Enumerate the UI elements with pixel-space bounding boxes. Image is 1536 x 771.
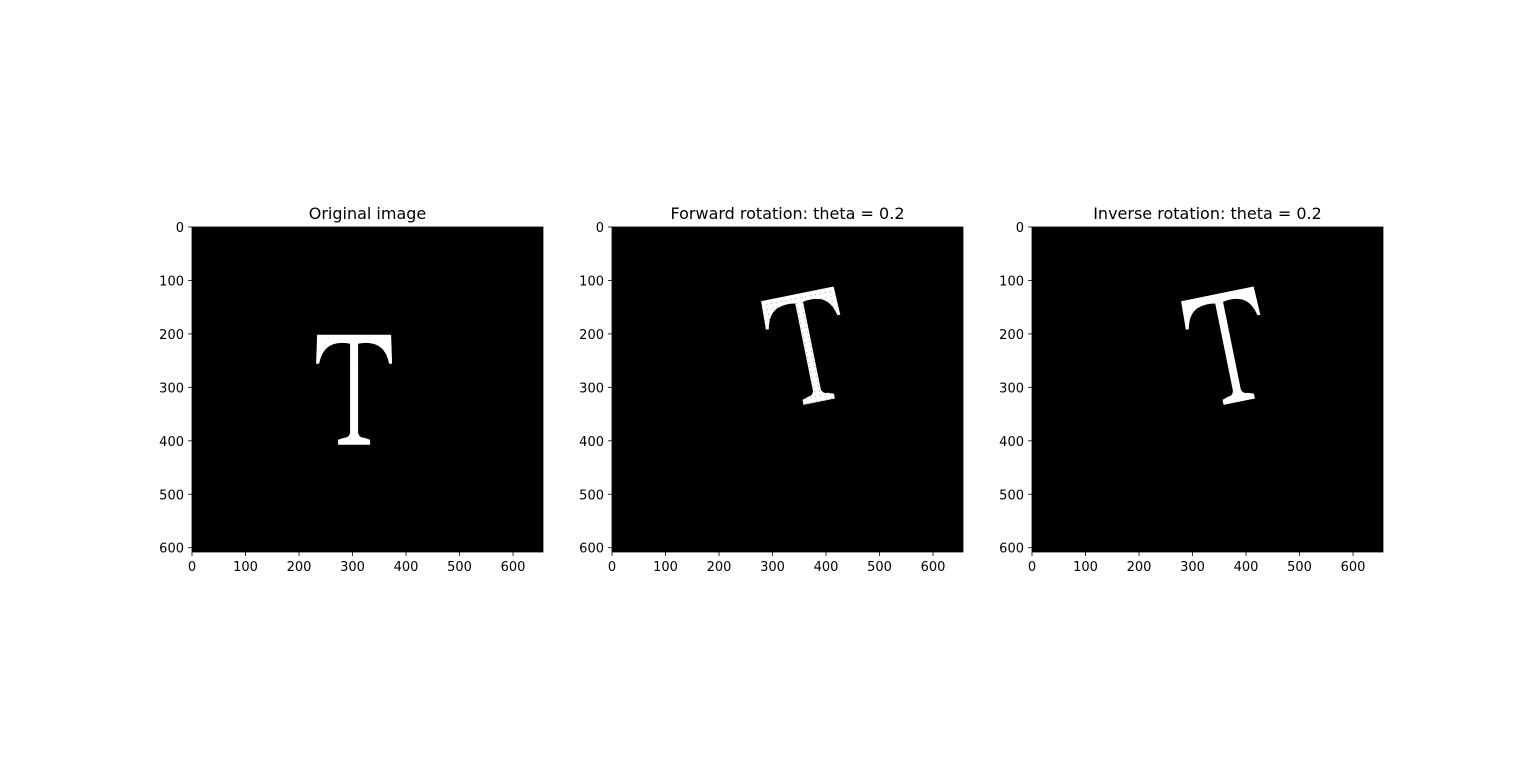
x-tick-label: 400: [1234, 560, 1259, 575]
y-axis: 0 100 200 300 400 500 600: [579, 221, 612, 557]
x-tick-label: 0: [1028, 560, 1036, 575]
x-tick-label: 300: [760, 560, 785, 575]
x-tick-label: 500: [447, 560, 472, 575]
y-tick-label: 500: [579, 488, 604, 503]
y-tick-label: 200: [999, 328, 1024, 343]
y-tick-label: 500: [999, 488, 1024, 503]
image-area: [612, 227, 963, 552]
glyph-t: [316, 334, 393, 445]
panel-inverse-rotation: Inverse rotation: theta = 0.2 0 100 200 300…: [999, 204, 1384, 575]
x-tick-label: 200: [1127, 560, 1152, 575]
x-tick-label: 200: [707, 560, 732, 575]
glyph-t: [761, 286, 841, 405]
x-tick-label: 600: [921, 560, 946, 575]
y-tick-label: 200: [579, 328, 604, 343]
y-tick-label: 500: [159, 488, 184, 503]
image-area: [192, 227, 543, 552]
glyph-layer: [316, 334, 393, 445]
x-tick-label: 400: [814, 560, 839, 575]
y-tick-label: 400: [159, 435, 184, 450]
x-tick-label: 500: [1287, 560, 1312, 575]
y-tick-label: 100: [159, 274, 184, 289]
y-tick-label: 100: [579, 274, 604, 289]
y-tick-label: 300: [999, 381, 1024, 396]
y-axis: 0 100 200 300 400 500 600: [159, 221, 192, 557]
x-tick-label: 500: [867, 560, 892, 575]
x-tick-label: 300: [1180, 560, 1205, 575]
axes-frame: [191, 226, 544, 553]
y-tick-label: 200: [159, 328, 184, 343]
x-tick-label: 200: [287, 560, 312, 575]
y-tick-label: 0: [596, 221, 604, 236]
x-axis: 0 100 200 300 400 500 600: [188, 552, 526, 575]
glyph-layer: [761, 286, 841, 405]
y-tick-label: 0: [176, 221, 184, 236]
x-tick-label: 0: [608, 560, 616, 575]
x-tick-label: 600: [1341, 560, 1366, 575]
y-tick-label: 400: [999, 435, 1024, 450]
glyph-t: [1181, 286, 1261, 405]
axes-frame: [611, 226, 964, 553]
y-tick-label: 600: [159, 542, 184, 557]
x-tick-label: 0: [188, 560, 196, 575]
glyph-layer: [1181, 286, 1261, 405]
x-axis: 0 100 200 300 400 500 600: [1028, 552, 1366, 575]
panel-title: Original image: [309, 204, 427, 223]
panel-title: Forward rotation: theta = 0.2: [670, 204, 904, 223]
panel-title: Inverse rotation: theta = 0.2: [1093, 204, 1322, 223]
x-tick-label: 600: [501, 560, 526, 575]
y-tick-label: 300: [159, 381, 184, 396]
x-tick-label: 100: [653, 560, 678, 575]
y-tick-label: 600: [999, 542, 1024, 557]
y-tick-label: 0: [1016, 221, 1024, 236]
image-area: [1032, 227, 1383, 552]
x-tick-label: 100: [233, 560, 258, 575]
x-tick-label: 400: [394, 560, 419, 575]
x-tick-label: 100: [1073, 560, 1098, 575]
y-tick-label: 300: [579, 381, 604, 396]
y-tick-label: 600: [579, 542, 604, 557]
y-axis: 0 100 200 300 400 500 600: [999, 221, 1032, 557]
axes-frame: [1031, 226, 1384, 553]
y-tick-label: 400: [579, 435, 604, 450]
x-tick-label: 300: [340, 560, 365, 575]
x-axis: 0 100 200 300 400 500 600: [608, 552, 946, 575]
panel-original: Original image 0 100 200 300 400 500 600 0 100 2…: [159, 204, 544, 575]
panel-forward-rotation: Forward rotation: theta = 0.2 0 100 200 300…: [579, 204, 964, 575]
y-tick-label: 100: [999, 274, 1024, 289]
